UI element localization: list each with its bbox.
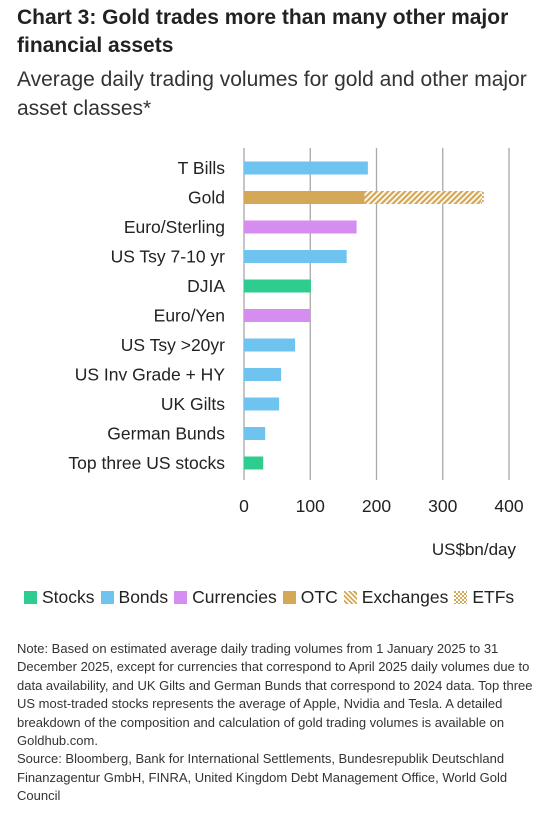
- x-tick-label: 300: [428, 496, 457, 516]
- bar: [244, 161, 368, 175]
- legend-item-etfs: ETFs: [454, 587, 514, 608]
- bar: [244, 338, 296, 352]
- category-labels: T Bills Gold Euro/Sterling US Tsy 7-10 yr DJ…: [68, 158, 225, 473]
- x-axis-title: US$bn/day: [431, 540, 516, 559]
- category-label: T Bills: [178, 158, 226, 178]
- legend-swatch: [454, 591, 468, 604]
- category-label: US Tsy >20yr: [121, 335, 225, 355]
- chart-title: Chart 3: Gold trades more than many othe…: [17, 6, 509, 57]
- note-text: Note: Based on estimated average daily t…: [17, 641, 533, 749]
- bars: [244, 161, 484, 470]
- legend-swatch: [100, 591, 114, 604]
- x-tick-labels: 0 100 200 300 400: [239, 496, 524, 516]
- bar-segment-etfs: [481, 191, 484, 204]
- legend: Stocks Bonds Currencies OTC Exchanges ETFs: [24, 587, 550, 608]
- legend-swatch: [24, 591, 37, 604]
- bar: [244, 368, 282, 381]
- bar: [244, 456, 264, 470]
- bar: [244, 250, 347, 263]
- x-tick-label: 400: [494, 496, 523, 516]
- legend-item-stocks: Stocks: [24, 587, 95, 608]
- category-label: Gold: [188, 188, 225, 208]
- legend-label: ETFs: [472, 587, 515, 607]
- chart-subtitle: Average daily trading volumes for gold a…: [17, 68, 527, 120]
- category-label: US Inv Grade + HY: [75, 365, 226, 385]
- category-label: Euro/Yen: [154, 306, 225, 326]
- category-label: US Tsy 7-10 yr: [111, 247, 226, 267]
- legend-item-currencies: Currencies: [174, 587, 277, 608]
- x-tick-label: 200: [362, 496, 391, 516]
- legend-swatch: [174, 591, 188, 604]
- category-label: German Bunds: [107, 424, 225, 444]
- bar-segment-exchanges: [364, 191, 482, 204]
- legend-item-exchanges: Exchanges: [343, 587, 449, 608]
- legend-label: Currencies: [192, 587, 277, 607]
- legend-label: Stocks: [42, 587, 95, 607]
- source-text: Source: Bloomberg, Bank for Internationa…: [17, 751, 508, 804]
- bar: [244, 397, 280, 411]
- category-label: Top three US stocks: [68, 453, 225, 473]
- category-label: Euro/Sterling: [124, 217, 225, 237]
- bar-segment-otc: [244, 191, 365, 204]
- legend-item-bonds: Bonds: [100, 587, 169, 608]
- notes: Note: Based on estimated average daily t…: [17, 640, 542, 806]
- legend-item-otc: OTC: [282, 587, 338, 608]
- legend-label: Bonds: [118, 587, 169, 607]
- category-label: DJIA: [187, 276, 225, 296]
- bar: [244, 309, 311, 322]
- legend-label: Exchanges: [361, 587, 449, 607]
- bar: [244, 279, 311, 293]
- legend-label: OTC: [300, 587, 338, 607]
- category-label: UK Gilts: [161, 394, 225, 414]
- legend-swatch: [282, 591, 296, 604]
- bar-chart: T Bills Gold Euro/Sterling US Tsy 7-10 yr DJ…: [68, 148, 524, 516]
- x-tick-label: 0: [239, 496, 249, 516]
- legend-swatch: [343, 591, 357, 604]
- bar: [244, 220, 357, 234]
- bar: [244, 427, 266, 440]
- x-tick-label: 100: [296, 496, 325, 516]
